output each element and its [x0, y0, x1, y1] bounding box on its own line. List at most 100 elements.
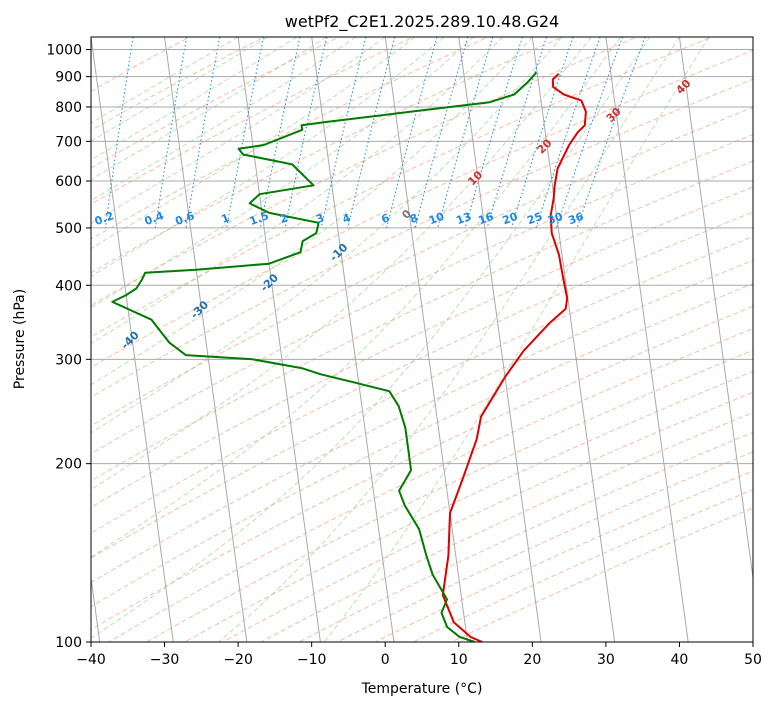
mixing-ratio-line [154, 37, 188, 228]
isotherm [605, 37, 689, 642]
mixing-ratio-line [555, 37, 624, 229]
dry-adiabat [336, 451, 753, 642]
x-tick-label: −20 [223, 652, 253, 668]
dry-adiabat [91, 37, 490, 240]
x-axis-title: Temperature (°C) [361, 681, 483, 697]
mixing-ratio-line [510, 37, 574, 229]
moist-adiabat [91, 37, 533, 386]
mixing-ratio-line [284, 37, 328, 228]
dry-adiabat [91, 37, 714, 338]
isotherm [531, 37, 616, 642]
mixing-ratio-line [386, 37, 438, 229]
x-tick-label: 50 [744, 652, 762, 668]
y-tick-label: 800 [55, 100, 82, 116]
y-tick-label: 1000 [46, 43, 82, 59]
dry-adiabat [91, 305, 753, 631]
mixing-ratio-label: 0.2 [93, 209, 116, 228]
mixing-ratio-label: 0.6 [173, 209, 196, 228]
dry-adiabat [91, 186, 753, 508]
dry-adiabat [91, 37, 191, 92]
dry-adiabat [91, 160, 753, 482]
moist-adiabat [218, 37, 680, 642]
dry-adiabat [91, 283, 753, 607]
dry-adiabat [91, 259, 753, 584]
isotherm-label: 30 [604, 105, 624, 125]
mixing-ratio-line [437, 37, 494, 229]
mixing-ratio-label: 4 [341, 211, 353, 226]
isotherm-label: -60 [0, 425, 8, 448]
mixing-ratio-line [535, 37, 601, 229]
mixing-ratio-line [464, 37, 523, 229]
mixing-ratio-label: 36 [567, 210, 586, 228]
mixing-ratio-line [185, 37, 221, 228]
dry-adiabat [145, 349, 753, 642]
x-tick-label: 20 [523, 652, 541, 668]
mixing-ratio-line [320, 37, 367, 229]
mixing-ratio-line [104, 37, 134, 228]
y-tick-label: 600 [55, 174, 82, 190]
x-tick-label: −40 [76, 652, 106, 668]
isotherm-label: -10 [327, 241, 350, 264]
moist-adiabat [323, 37, 710, 642]
mixing-ratio-label: 20 [501, 210, 520, 228]
moist-adiabat [91, 37, 651, 639]
mixing-ratio-label: 8 [408, 211, 420, 226]
mixing-ratio-line [226, 37, 264, 228]
mixing-ratio-line [576, 37, 646, 229]
mixing-ratio-line [59, 37, 83, 228]
y-tick-label: 400 [55, 278, 82, 294]
isotherm [678, 37, 753, 582]
y-tick-label: 700 [55, 134, 82, 150]
isotherm [237, 37, 321, 642]
dry-adiabat [91, 78, 753, 398]
isotherm [384, 37, 469, 642]
isotherm-label: 20 [535, 136, 555, 156]
moist-adiabat [91, 37, 268, 142]
line-labels: 0.10.20.40.611.52346810131620253036-100-… [0, 77, 694, 448]
moist-adiabat [91, 37, 327, 181]
axes: −40 −30 −20 −10 0 10 20 30 40 50 1000 900 800 700 600 5… [46, 43, 762, 668]
y-tick-label: 100 [55, 635, 82, 651]
y-tick-label: 900 [55, 70, 82, 86]
mixing-ratio-label: 30 [546, 210, 565, 228]
moist-adiabat [91, 37, 621, 558]
chart-title: wetPf2_C2E1.2025.289.10.48.G24 [285, 12, 559, 32]
isotherm [458, 37, 542, 642]
x-tick-label: −10 [297, 652, 327, 668]
dry-adiabat [91, 134, 753, 455]
mixing-ratio-label: 10 [427, 210, 446, 228]
x-tick-label: −30 [150, 652, 180, 668]
mixing-ratio-line [259, 37, 301, 228]
mixing-ratio-label: 25 [525, 210, 544, 227]
isotherm-label: -20 [258, 271, 281, 294]
mixing-ratio-label: 3 [314, 211, 326, 226]
isotherm-label: -40 [119, 328, 142, 351]
isotherm [311, 37, 395, 642]
dry-adiabat [450, 507, 753, 642]
mixing-ratio-label: 6 [380, 211, 392, 226]
dry-adiabat [91, 211, 753, 534]
dry-adiabat [107, 328, 753, 642]
x-tick-label: 30 [597, 652, 615, 668]
isotherm-label: 40 [674, 77, 694, 97]
moist-adiabat [91, 37, 563, 434]
series-layer [111, 71, 587, 642]
plot-frame [90, 36, 754, 643]
y-axis-title: Pressure (hPa) [12, 289, 28, 389]
moist-adiabat [91, 37, 239, 124]
mixing-ratio-label: 13 [454, 210, 473, 227]
dry-adiabat [91, 37, 564, 274]
dry-adiabat [183, 370, 753, 642]
x-tick-label: 40 [671, 652, 689, 668]
y-tick-label: 500 [55, 221, 82, 237]
dewpoint-line [111, 71, 538, 642]
mixing-ratio-line [486, 37, 548, 229]
dry-adiabat [91, 37, 340, 169]
moist-adiabat [91, 37, 592, 491]
background-lines [59, 37, 753, 642]
dry-adiabat [374, 470, 753, 642]
mixing-ratio-label: 1.5 [248, 209, 271, 228]
moist-adiabat [91, 37, 357, 202]
dry-adiabat [91, 49, 753, 369]
